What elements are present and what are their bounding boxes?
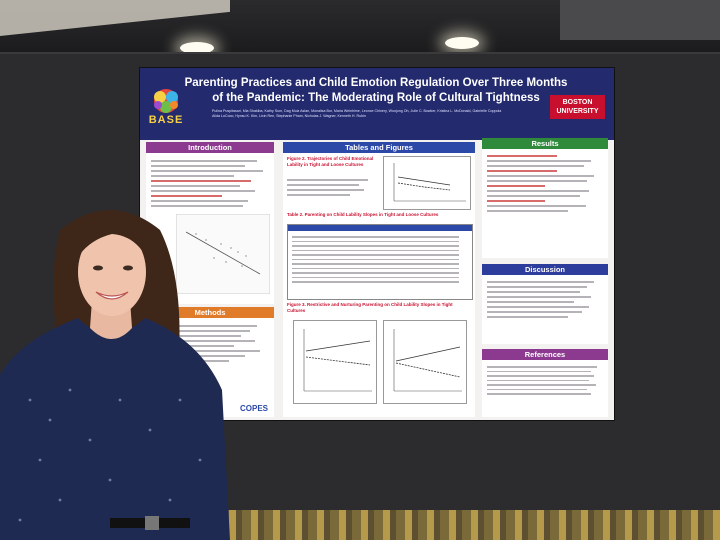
poster-header: BASE Parenting Practices and Child Emoti… [140, 68, 614, 140]
institution-logo-line-1: BOSTON [562, 99, 593, 106]
brain-logo-icon [154, 89, 178, 113]
figure3-title: Figure 3. Restrictive and Nurturing Pare… [287, 302, 453, 313]
title-line-1: Parenting Practices and Child Emotion Re… [184, 77, 568, 89]
tables-figures-section: Tables and Figures Figure 2. Trajectorie… [283, 142, 475, 417]
figure3-left-chart [293, 320, 377, 404]
institution-logo: BOSTON UNIVERSITY [550, 95, 605, 119]
references-heading: References [482, 349, 608, 360]
introduction-body [146, 153, 274, 214]
base-logo-text: BASE [148, 114, 184, 126]
methods-heading: Methods [146, 307, 274, 318]
table2 [287, 224, 473, 300]
references-body [482, 360, 608, 401]
figure3-right-chart [383, 320, 467, 404]
introduction-heading: Introduction [146, 142, 274, 153]
results-body [482, 149, 608, 218]
table2-header [288, 225, 472, 231]
authors-line-2: Alida LoCoco, Hynsu K. Kim, Lixin Ren, S… [212, 113, 366, 118]
table2-rows [288, 231, 472, 288]
discussion-heading: Discussion [482, 264, 608, 275]
title-line-2: of the Pandemic: The Moderating Role of … [212, 92, 540, 104]
presenter-person [0, 210, 230, 540]
results-section: Results [482, 138, 608, 258]
figure2-notes [287, 176, 377, 199]
ceiling-light [180, 42, 214, 54]
institution-logo-line-2: UNIVERSITY [556, 108, 599, 115]
discussion-section: Discussion [482, 264, 608, 344]
references-section: References [482, 349, 608, 417]
discussion-body [482, 275, 608, 324]
copes-logo: COPES [240, 404, 269, 413]
poster-title: Parenting Practices and Child Emotion Re… [176, 76, 576, 106]
figure2-line-chart [383, 156, 471, 210]
results-heading: Results [482, 138, 608, 149]
ceiling-light [445, 37, 479, 49]
world-map-figure [176, 214, 270, 294]
tables-heading: Tables and Figures [283, 142, 475, 153]
table2-title: Table 2. Parenting on Child Lability Slo… [287, 212, 439, 217]
research-poster: BASE Parenting Practices and Child Emoti… [140, 68, 614, 420]
authors-line-1: Pulina Puspitasari, Mia Shakiba, Kathy S… [212, 109, 502, 113]
ceiling-panel [560, 0, 720, 40]
figure2-title: Figure 2. Trajectories of Child Emotiona… [287, 156, 374, 167]
poster-authors: Pulina Puspitasari, Mia Shakiba, Kathy S… [212, 109, 552, 118]
